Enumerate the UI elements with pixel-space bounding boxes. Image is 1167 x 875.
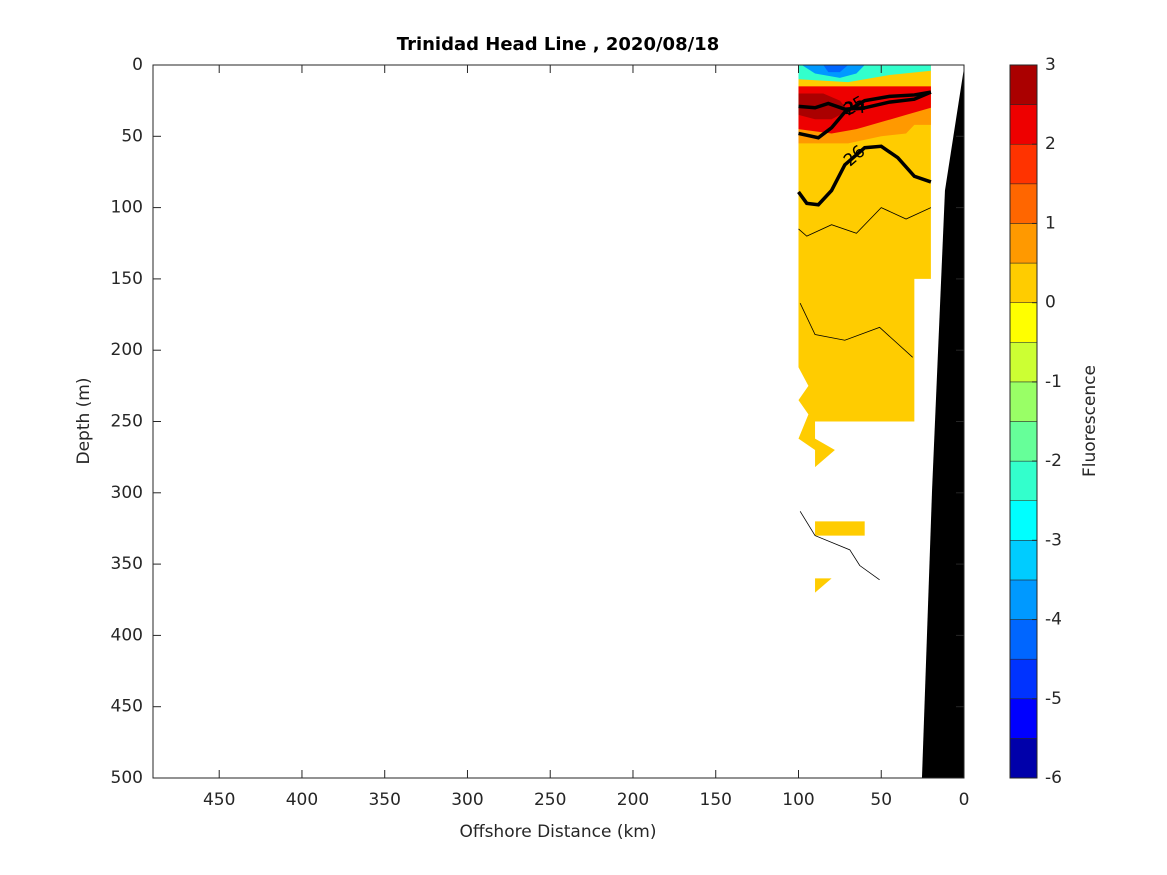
y-tick-label: 50 — [121, 126, 143, 146]
colorbar-band — [1009, 658, 1038, 700]
colorbar-band — [1009, 302, 1038, 343]
x-axis-label: Offshore Distance (km) — [459, 822, 656, 842]
x-tick-label: 450 — [203, 790, 235, 810]
colorbar-band — [1009, 619, 1038, 660]
colorbar-tick-label: 3 — [1045, 55, 1056, 75]
colorbar-band — [1009, 262, 1038, 303]
y-tick-label: 200 — [111, 340, 143, 360]
colorbar-band — [1009, 104, 1038, 145]
y-axis-label: Depth (m) — [74, 377, 94, 464]
colorbar-tick-label: -4 — [1045, 610, 1062, 630]
chart-title: Trinidad Head Line , 2020/08/18 — [397, 34, 719, 55]
colorbar-band — [1009, 500, 1038, 541]
colorbar-tick-label: 1 — [1045, 213, 1056, 233]
colorbar-band — [1009, 698, 1038, 739]
y-tick-label: 500 — [111, 768, 143, 788]
colorbar-band — [1009, 540, 1038, 581]
colorbar-band — [1009, 143, 1038, 185]
y-tick-label: 100 — [111, 198, 143, 218]
contour-line — [797, 144, 932, 207]
colorbar-band — [1009, 381, 1038, 422]
colorbar-tick-label: 2 — [1045, 134, 1056, 154]
colorbar-band — [1009, 342, 1038, 383]
colorbar-tick-label: -2 — [1045, 451, 1062, 471]
colorbar-band — [1009, 183, 1038, 224]
x-tick-label: 350 — [368, 790, 400, 810]
x-tick-label: 50 — [870, 790, 892, 810]
fill-region — [815, 578, 832, 593]
colorbar-tick-label: -6 — [1045, 768, 1062, 788]
y-tick-label: 300 — [111, 483, 143, 503]
colorbar-tick-label: -1 — [1045, 372, 1062, 392]
y-tick-label: 250 — [111, 412, 143, 432]
fill-region — [823, 65, 849, 73]
colorbar-band — [1009, 738, 1038, 779]
bathymetry — [921, 67, 964, 778]
contour-line — [798, 90, 932, 140]
colorbar-tick-label: 0 — [1045, 293, 1056, 313]
x-tick-label: 300 — [451, 790, 483, 810]
contour-line — [799, 302, 913, 358]
x-tick-label: 100 — [782, 790, 814, 810]
colorbar-band — [1009, 223, 1038, 264]
y-tick-label: 450 — [111, 697, 143, 717]
y-tick-label: 0 — [132, 55, 143, 75]
colorbar-box — [1009, 64, 1038, 779]
colorbar-label: Fluorescence — [1080, 365, 1100, 477]
colorbar-tick-label: -3 — [1045, 530, 1062, 550]
x-tick-label: 0 — [959, 790, 970, 810]
colorbar-band — [1009, 460, 1038, 501]
fill-region — [815, 521, 865, 536]
colorbar-tick-label: -5 — [1045, 689, 1062, 709]
fill-region — [798, 65, 931, 468]
x-tick-label: 400 — [286, 790, 318, 810]
contour-line — [799, 511, 880, 581]
x-tick-label: 200 — [617, 790, 649, 810]
colorbar-band — [1009, 64, 1038, 105]
y-tick-label: 400 — [111, 625, 143, 645]
colorbar-band — [1009, 579, 1038, 620]
contour-line — [798, 90, 932, 111]
contour-line — [798, 207, 932, 237]
x-tick-label: 150 — [700, 790, 732, 810]
y-tick-label: 350 — [111, 554, 143, 574]
x-tick-label: 250 — [534, 790, 566, 810]
y-tick-label: 150 — [111, 269, 143, 289]
colorbar-band — [1009, 421, 1038, 462]
